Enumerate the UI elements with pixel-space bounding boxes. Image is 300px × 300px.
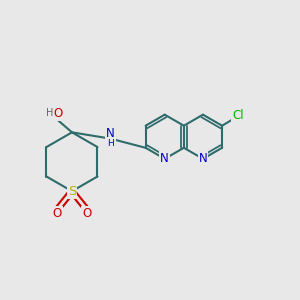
Text: H: H (46, 108, 53, 118)
Text: N: N (160, 152, 169, 165)
Text: N: N (199, 152, 207, 165)
Text: O: O (54, 107, 63, 120)
Text: N: N (106, 127, 115, 140)
Text: O: O (52, 206, 62, 220)
Text: S: S (68, 185, 76, 198)
Text: Cl: Cl (232, 109, 244, 122)
Text: O: O (82, 206, 91, 220)
Text: H: H (107, 140, 114, 148)
